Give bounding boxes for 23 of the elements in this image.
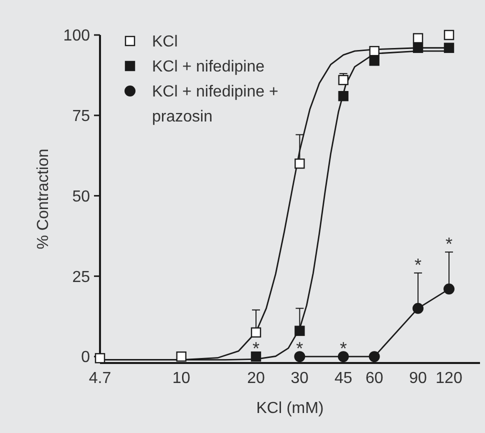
y-tick-label: 25 (72, 268, 90, 286)
x-tick-label: 90 (409, 370, 428, 387)
y-tick-label: 100 (63, 28, 90, 45)
legend-label: KCl + nifedipine + prazosin (152, 84, 278, 126)
annotation: * (340, 338, 347, 359)
x-axis-title: KCl (mM) (256, 400, 324, 417)
legend-label: KCl (152, 34, 178, 51)
y-axis-title: % Contraction (35, 148, 52, 250)
x-tick-label: 45 (334, 370, 352, 387)
x-tick-label: 120 (436, 370, 462, 387)
annotation: * (414, 254, 422, 275)
y-tick-label: 75 (72, 108, 90, 125)
y-tick-label: 50 (72, 188, 90, 206)
annotation: * (446, 234, 453, 254)
x-tick-label: 60 (365, 370, 384, 387)
annotation: * (252, 338, 260, 359)
annotation: * (296, 338, 304, 359)
legend-label: KCl + nifedipine (152, 58, 265, 76)
x-tick-label: 10 (172, 370, 190, 387)
x-tick-label: 30 (290, 370, 309, 387)
y-tick-label: 0 (81, 349, 90, 366)
x-tick-label: 20 (247, 370, 265, 387)
x-tick-label: 4.7 (88, 370, 112, 387)
